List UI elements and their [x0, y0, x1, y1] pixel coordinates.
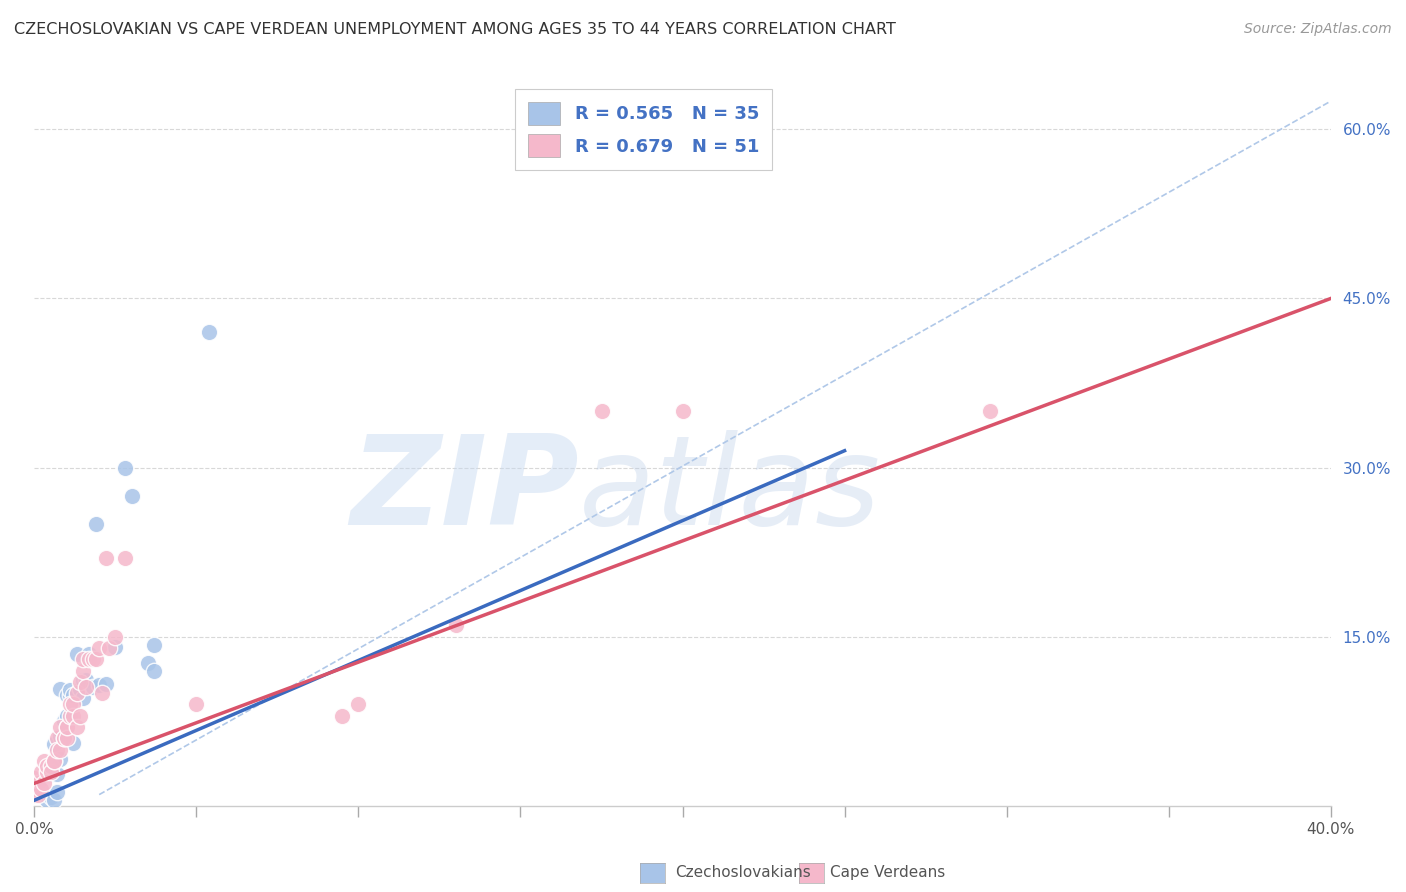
Point [55, 708, 77, 723]
Point [49, 751, 72, 765]
Point [30, 765, 52, 780]
Point [49, 729, 72, 743]
Point [37, 765, 59, 780]
Point [121, 489, 143, 503]
Point [52, 731, 75, 746]
Point [55, 689, 77, 703]
Point [79, 652, 101, 666]
Point [186, 698, 208, 712]
Point [671, 404, 693, 418]
Point [37, 759, 59, 773]
Point [65, 686, 87, 700]
Point [42, 737, 65, 751]
Point [42, 793, 65, 807]
Point [22, 788, 45, 802]
Point [526, 122, 548, 136]
Point [82, 652, 104, 666]
Text: atlas: atlas [579, 430, 882, 551]
Point [84, 652, 107, 666]
Point [94, 550, 117, 565]
Point [65, 720, 87, 734]
Point [94, 677, 117, 691]
Point [143, 638, 166, 652]
Point [89, 678, 111, 692]
Point [39, 765, 62, 780]
Point [82, 681, 104, 695]
Point [104, 640, 127, 654]
Point [62, 736, 84, 750]
Point [591, 404, 613, 418]
Point [37, 793, 59, 807]
Point [49, 720, 72, 734]
Point [59, 698, 82, 712]
Point [52, 714, 75, 729]
Point [75, 673, 97, 687]
Point [46, 785, 69, 799]
Point [72, 673, 94, 687]
Text: Czechoslovakians: Czechoslovakians [675, 865, 811, 880]
Point [69, 708, 91, 723]
Point [72, 690, 94, 705]
Point [59, 682, 82, 697]
Point [69, 674, 91, 689]
Text: Cape Verdeans: Cape Verdeans [830, 865, 945, 880]
Point [30, 782, 52, 797]
Point [27, 788, 49, 802]
Point [979, 404, 1001, 418]
Point [347, 698, 370, 712]
Point [62, 698, 84, 712]
Point [65, 647, 87, 661]
Point [104, 630, 127, 644]
Point [22, 771, 45, 785]
Point [46, 767, 69, 781]
Point [75, 681, 97, 695]
Point [198, 326, 221, 340]
Point [46, 731, 69, 746]
Point [444, 618, 467, 632]
Point [49, 681, 72, 696]
Point [89, 640, 111, 655]
Point [59, 708, 82, 723]
Point [79, 647, 101, 661]
Point [91, 686, 114, 700]
Point [72, 652, 94, 666]
Text: Source: ZipAtlas.com: Source: ZipAtlas.com [1244, 22, 1392, 37]
Point [27, 776, 49, 790]
Point [39, 789, 62, 804]
Text: ZIP: ZIP [350, 430, 579, 551]
Point [42, 754, 65, 768]
Point [39, 767, 62, 781]
Point [69, 681, 91, 696]
Point [143, 664, 166, 678]
Point [55, 720, 77, 734]
Point [114, 550, 136, 565]
Point [32, 776, 55, 790]
Point [136, 656, 159, 670]
Legend: R = 0.565   N = 35, R = 0.679   N = 51: R = 0.565 N = 35, R = 0.679 N = 51 [516, 89, 772, 170]
Point [114, 460, 136, 475]
Point [84, 516, 107, 531]
Point [46, 742, 69, 756]
Point [55, 731, 77, 746]
Point [52, 731, 75, 746]
Point [59, 689, 82, 703]
Point [55, 720, 77, 734]
Point [97, 640, 120, 655]
Point [42, 754, 65, 768]
Point [32, 754, 55, 768]
Point [39, 759, 62, 773]
Point [49, 742, 72, 756]
Point [22, 782, 45, 797]
Text: CZECHOSLOVAKIAN VS CAPE VERDEAN UNEMPLOYMENT AMONG AGES 35 TO 44 YEARS CORRELATI: CZECHOSLOVAKIAN VS CAPE VERDEAN UNEMPLOY… [14, 22, 896, 37]
Point [62, 689, 84, 703]
Point [330, 708, 353, 723]
Point [62, 708, 84, 723]
Point [72, 664, 94, 678]
